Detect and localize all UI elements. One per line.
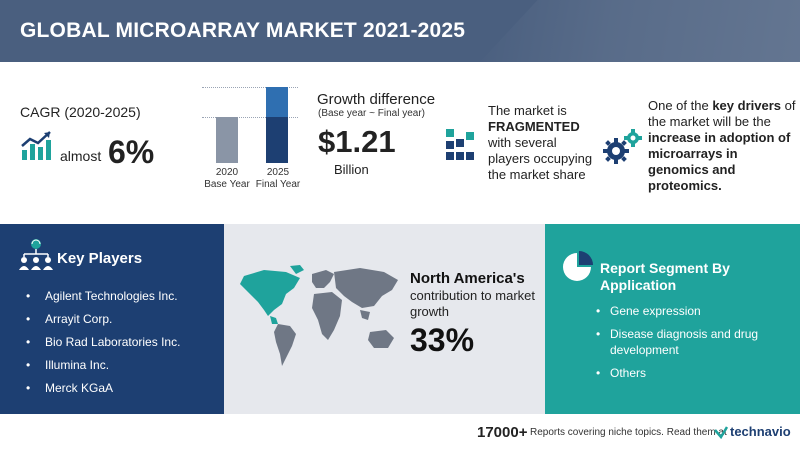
market-emphasis: FRAGMENTED bbox=[488, 119, 580, 134]
summary-band bbox=[0, 62, 800, 224]
baseline-dotted-line bbox=[202, 117, 298, 118]
bar-2020-year: 2020 bbox=[215, 167, 239, 178]
list-item: Gene expression bbox=[596, 303, 786, 319]
fragmented-blocks-icon bbox=[446, 129, 474, 160]
key-players-title: Key Players bbox=[57, 250, 143, 267]
footer bbox=[0, 414, 800, 450]
bar-2025-base bbox=[266, 117, 288, 163]
footer-count: 17000+ bbox=[477, 424, 528, 441]
drivers-middle: of the market will be the bbox=[648, 98, 796, 129]
gears-icon bbox=[603, 129, 642, 164]
pie-chart-icon bbox=[563, 251, 593, 281]
growth-subtitle: (Base year ~ Final year) bbox=[318, 108, 425, 119]
region-title: North America's bbox=[410, 270, 525, 287]
cagr-prefix: almost bbox=[60, 148, 102, 164]
list-item: Agilent Technologies Inc. bbox=[26, 289, 180, 312]
growth-value: $1.21 bbox=[318, 124, 396, 159]
key-players-list: Agilent Technologies Inc. Arrayit Corp. … bbox=[26, 289, 180, 404]
region-panel bbox=[224, 224, 545, 414]
cagr-value: 6% bbox=[108, 134, 155, 170]
market-line1: The market is bbox=[488, 103, 567, 118]
bar-2020-caption: Base Year bbox=[204, 179, 250, 190]
region-text: contribution to market growth bbox=[410, 288, 536, 319]
bar-2020-label: 2020 Base Year bbox=[200, 167, 254, 191]
growth-chart-icon bbox=[21, 131, 51, 160]
drivers-intro: One of the bbox=[648, 98, 713, 113]
bar-2025-year: 2025 bbox=[266, 167, 290, 178]
segment-list: Gene expression Disease diagnosis and dr… bbox=[596, 303, 786, 388]
list-item: Bio Rad Laboratories Inc. bbox=[26, 335, 180, 358]
header-banner: GLOBAL MICROARRAY MARKET 2021-2025 bbox=[0, 0, 800, 62]
list-item: Disease diagnosis and drug development bbox=[596, 326, 786, 358]
world-map-icon bbox=[240, 265, 398, 366]
list-item: Merck KGaA bbox=[26, 381, 180, 404]
drivers-emphasis-2: increase in adoption of microarrays in g… bbox=[648, 130, 791, 193]
key-players-icon bbox=[19, 239, 53, 270]
region-value: 33% bbox=[410, 322, 475, 358]
technavio-link[interactable]: technavio bbox=[730, 424, 791, 439]
market-structure-text: The market is FRAGMENTED with several pl… bbox=[488, 103, 598, 183]
drivers-text: One of the key drivers of the market wil… bbox=[648, 98, 800, 194]
list-item: Others bbox=[596, 365, 786, 381]
cagr-label: CAGR (2020-2025) bbox=[20, 104, 141, 120]
drivers-emphasis-1: key drivers bbox=[712, 98, 781, 113]
bar-2020 bbox=[216, 117, 238, 163]
page-title: GLOBAL MICROARRAY MARKET 2021-2025 bbox=[20, 19, 466, 42]
bar-2025-label: 2025 Final Year bbox=[250, 167, 306, 191]
list-item: Illumina Inc. bbox=[26, 358, 180, 381]
topline-dotted-line bbox=[202, 87, 298, 88]
technavio-logo-icon bbox=[714, 426, 728, 439]
bar-2025-caption: Final Year bbox=[255, 179, 301, 190]
growth-unit: Billion bbox=[334, 162, 369, 177]
bar-2025-growth bbox=[266, 87, 288, 117]
market-line2: with several players occupying the marke… bbox=[488, 135, 593, 182]
segment-title: Report Segment By Application bbox=[600, 260, 730, 293]
list-item: Arrayit Corp. bbox=[26, 312, 180, 335]
footer-text: Reports covering niche topics. Read them… bbox=[530, 427, 727, 438]
growth-title: Growth difference bbox=[317, 91, 436, 108]
